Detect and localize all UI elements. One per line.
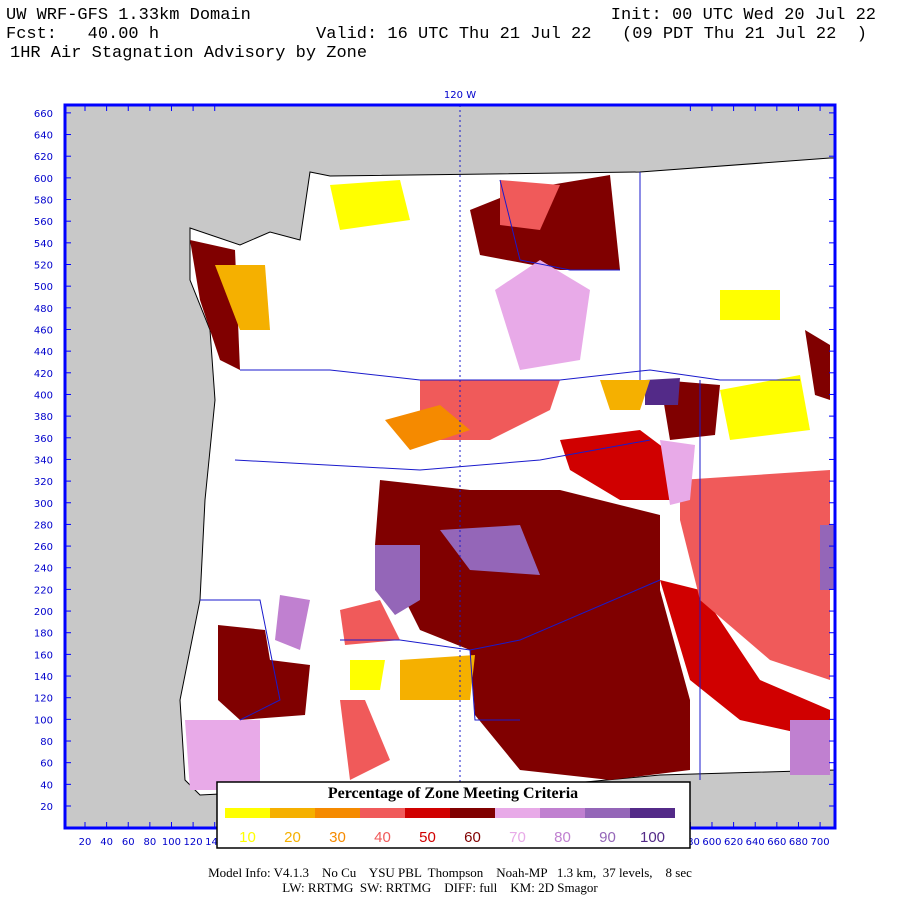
- y-axis-label: 300: [34, 499, 53, 510]
- x-axis-label: 680: [789, 837, 808, 848]
- y-axis-label: 120: [34, 694, 53, 705]
- legend-label: 30: [329, 829, 346, 846]
- y-axis-label: 80: [40, 737, 53, 748]
- y-axis-label: 660: [34, 109, 53, 120]
- legend-swatch: [585, 808, 630, 818]
- legend-label: 20: [284, 829, 301, 846]
- legend-label: 70: [509, 829, 526, 846]
- y-axis-label: 620: [34, 152, 53, 163]
- y-axis-label: 40: [40, 780, 53, 791]
- zones: [185, 175, 835, 790]
- y-axis-label: 220: [34, 585, 53, 596]
- y-axis-label: 440: [34, 347, 53, 358]
- y-axis-label: 240: [34, 564, 53, 575]
- y-axis-label: 60: [40, 759, 53, 770]
- y-axis-label: 200: [34, 607, 53, 618]
- y-axis-label: 180: [34, 629, 53, 640]
- legend-swatch: [540, 808, 585, 818]
- legend-label: 50: [419, 829, 436, 846]
- legend-swatch: [270, 808, 315, 818]
- y-axis-label: 320: [34, 477, 53, 488]
- x-axis-label: 620: [724, 837, 743, 848]
- x-axis-label: 20: [79, 837, 92, 848]
- y-axis-label: 640: [34, 131, 53, 142]
- legend-swatch: [450, 808, 495, 818]
- legend-swatch: [225, 808, 270, 818]
- legend-label: 100: [640, 829, 665, 846]
- y-axis-label: 140: [34, 672, 53, 683]
- x-axis-label: 60: [122, 837, 135, 848]
- legend-swatch: [405, 808, 450, 818]
- y-axis-label: 460: [34, 325, 53, 336]
- y-axis-label: 420: [34, 369, 53, 380]
- footer-model: Model Info: V4.1.3 No Cu YSU PBL Thompso…: [208, 865, 692, 880]
- legend-label: 80: [554, 829, 571, 846]
- y-axis-label: 340: [34, 455, 53, 466]
- y-axis-label: 20: [40, 802, 53, 813]
- forecast-hour: Fcst: 40.00 h: [6, 25, 159, 44]
- y-axis-label: 520: [34, 261, 53, 272]
- y-axis-label: 540: [34, 239, 53, 250]
- y-axis-label: 160: [34, 650, 53, 661]
- x-axis-label: 660: [767, 837, 786, 848]
- legend-swatch: [315, 808, 360, 818]
- legend-label: 40: [374, 829, 391, 846]
- x-axis-label: 700: [811, 837, 830, 848]
- x-axis-label: 140: [205, 837, 224, 848]
- legend: Percentage of Zone Meeting Criteria 10 20…: [216, 781, 691, 849]
- y-axis-label: 480: [34, 304, 53, 315]
- legend-swatch: [630, 808, 675, 818]
- footer-physics: LW: RRTMG SW: RRTMG DIFF: full KM: 2D Sm…: [282, 880, 598, 895]
- product: 1HR Air Stagnation Advisory by Zone: [10, 44, 367, 63]
- legend-label: 10: [239, 829, 256, 846]
- legend-swatch: [360, 808, 405, 818]
- x-axis-label: 80: [143, 837, 156, 848]
- legend-label: 60: [464, 829, 481, 846]
- y-axis-label: 400: [34, 390, 53, 401]
- title: UW WRF-GFS 1.33km Domain: [6, 6, 251, 25]
- y-axis-label: 360: [34, 434, 53, 445]
- zone-boundaries: [200, 172, 800, 780]
- map: 120 W: [63, 90, 837, 830]
- x-axis-label: 100: [162, 837, 181, 848]
- y-axis-label: 500: [34, 282, 53, 293]
- x-axis-label: 640: [746, 837, 765, 848]
- x-axis-label: 120: [184, 837, 203, 848]
- meridian-label: 120 W: [444, 90, 476, 101]
- y-axis-label: 280: [34, 520, 53, 531]
- x-axis-label: 600: [702, 837, 721, 848]
- y-axis-label: 560: [34, 217, 53, 228]
- init-time: Init: 00 UTC Wed 20 Jul 22: [611, 6, 876, 25]
- y-axis-label: 580: [34, 196, 53, 207]
- legend-label: 90: [599, 829, 616, 846]
- legend-title: Percentage of Zone Meeting Criteria: [328, 785, 578, 802]
- y-axis-label: 600: [34, 174, 53, 185]
- y-axis-label: 100: [34, 715, 53, 726]
- y-axis-label: 380: [34, 412, 53, 423]
- x-axis-label: 40: [100, 837, 113, 848]
- valid-time: Valid: 16 UTC Thu 21 Jul 22 (09 PDT Thu …: [316, 25, 867, 44]
- y-axis-label: 260: [34, 542, 53, 553]
- legend-swatch: [495, 808, 540, 818]
